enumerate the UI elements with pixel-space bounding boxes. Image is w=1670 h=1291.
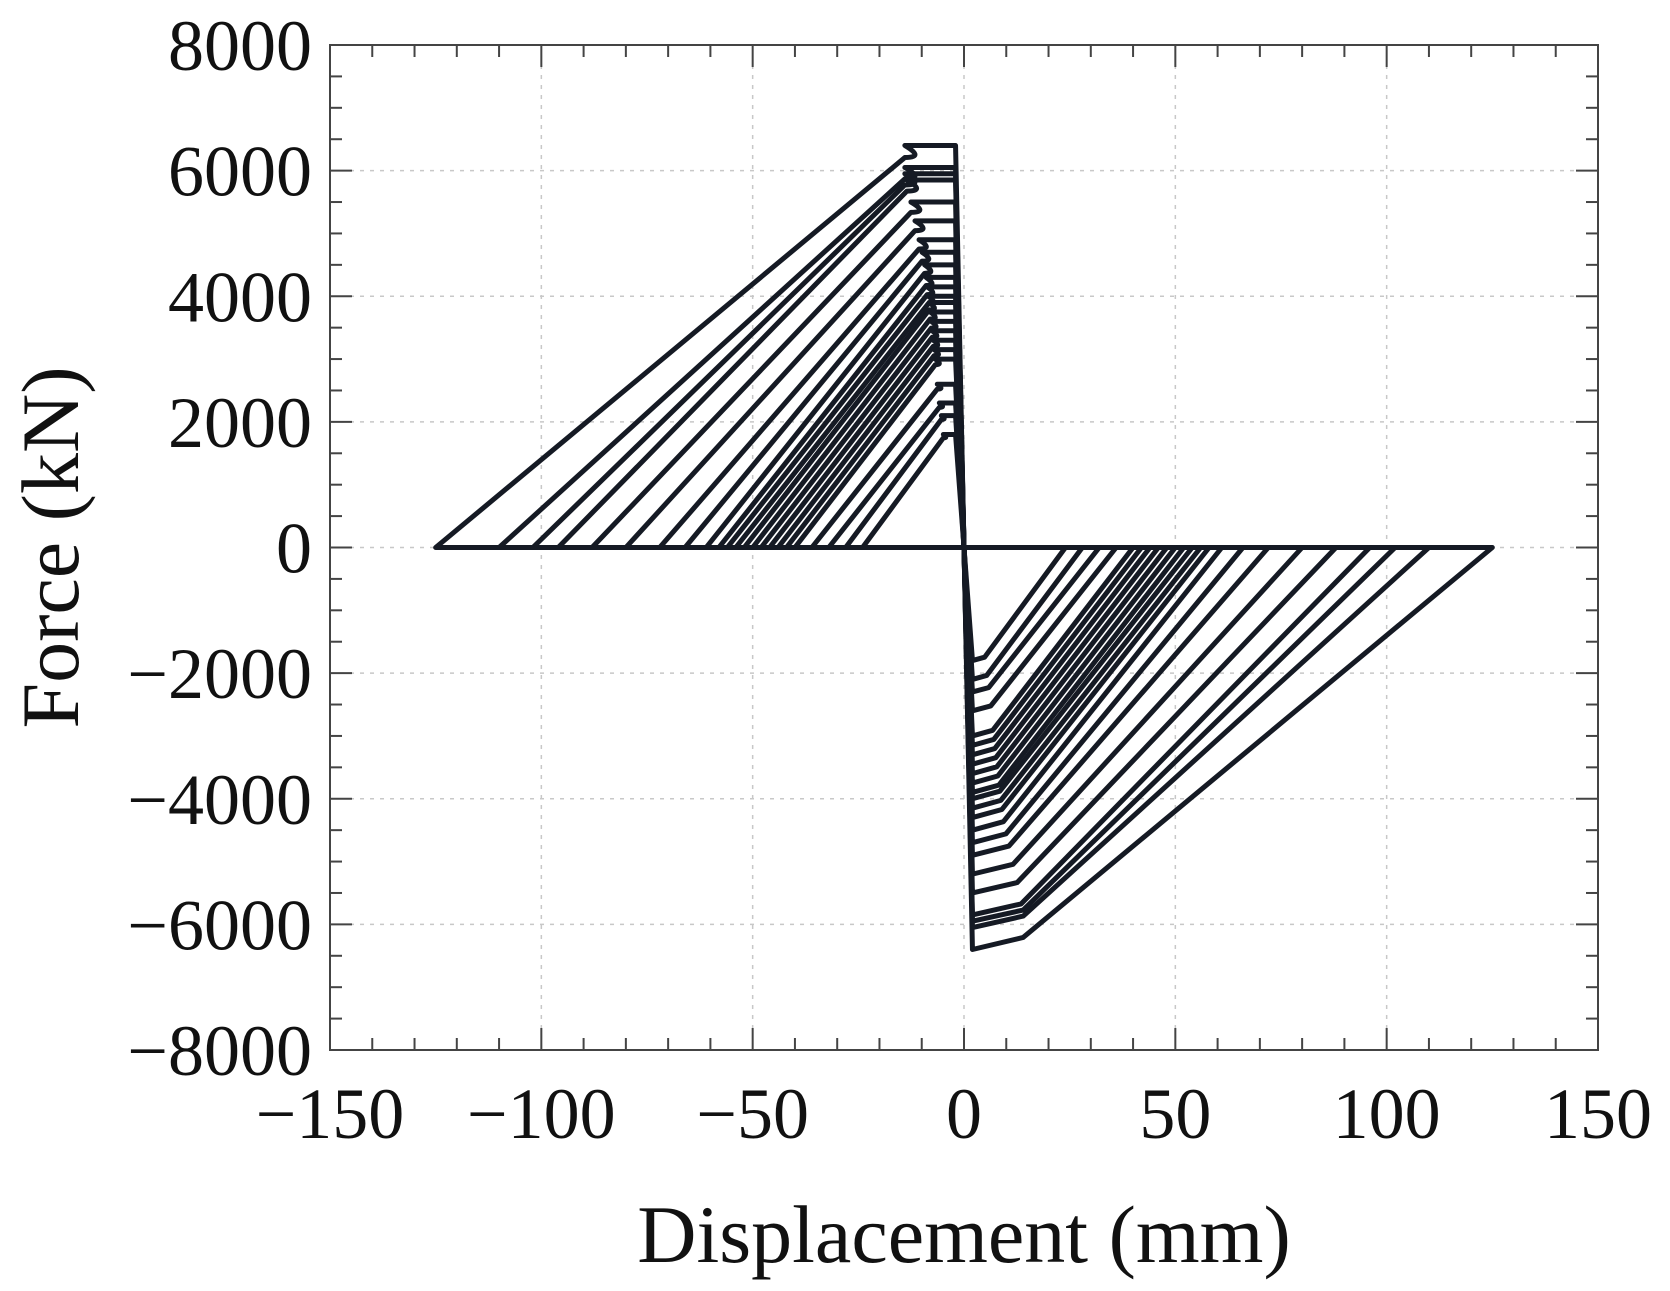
hysteresis-loop	[775, 337, 1153, 758]
hysteresis-loop	[657, 237, 1271, 858]
hysteresis-loop	[860, 431, 1068, 664]
hysteresis-loop	[623, 218, 1305, 877]
y-tick-label: −8000	[127, 1011, 312, 1091]
x-tick-label: −150	[256, 1074, 405, 1154]
hysteresis-loop	[767, 328, 1161, 767]
hysteresis-loop	[809, 381, 1119, 714]
y-tick-label: 6000	[168, 132, 312, 212]
hysteresis-loop	[703, 262, 1225, 833]
x-tick-label: 100	[1333, 1074, 1441, 1154]
y-tick-labels: 8000 6000 4000 2000 0 −2000 −4000 −6000 −8000	[127, 6, 312, 1091]
x-tick-label: 0	[946, 1074, 982, 1154]
hysteresis-loop	[433, 143, 1495, 952]
y-tick-label: 8000	[168, 6, 312, 86]
hysteresis-loop	[555, 177, 1373, 918]
y-tick-label: −6000	[127, 885, 312, 965]
x-tick-label: 150	[1544, 1074, 1652, 1154]
hysteresis-loop	[682, 249, 1246, 846]
y-tick-label: 4000	[168, 257, 312, 337]
hysteresis-curves	[433, 143, 1495, 952]
x-tick-label: 50	[1139, 1074, 1211, 1154]
y-tick-label: 2000	[168, 383, 312, 463]
y-axis-label: Force (kN)	[5, 366, 96, 728]
y-tick-label: −2000	[127, 634, 312, 714]
hysteresis-loop	[750, 309, 1178, 786]
y-tick-label: 0	[276, 509, 312, 589]
tick-marks	[329, 44, 1599, 1051]
hysteresis-loop	[783, 347, 1145, 748]
y-tick-label: −4000	[127, 760, 312, 840]
x-tick-label: −100	[467, 1074, 616, 1154]
hysteresis-loop	[589, 199, 1339, 896]
hysteresis-loop	[843, 413, 1085, 682]
hysteresis-loop	[826, 400, 1102, 695]
x-tick-labels: −150 −100 −50 0 50 100 150	[256, 1074, 1652, 1154]
hysteresis-loop	[758, 318, 1170, 777]
hysteresis-loop	[792, 356, 1136, 739]
x-tick-label: −50	[696, 1074, 809, 1154]
x-axis-label: Displacement (mm)	[637, 1189, 1291, 1280]
